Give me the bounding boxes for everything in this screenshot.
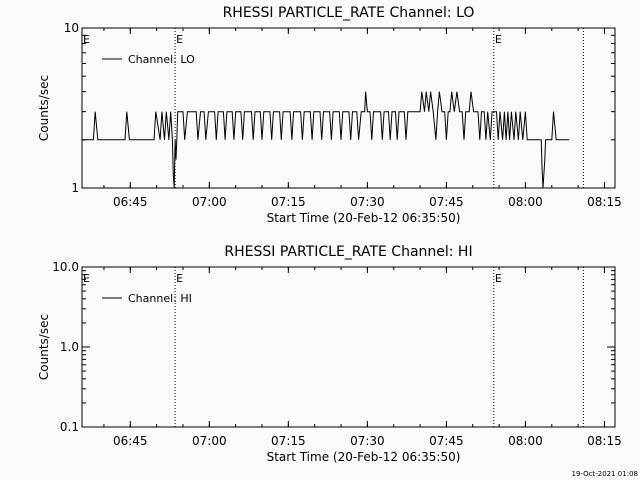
event-marker-label-hi-1: E xyxy=(495,272,502,285)
x-tick-label-hi-6: 08:15 xyxy=(587,434,622,448)
edge-marker-label-lo: E xyxy=(83,33,90,46)
y-axis-label-hi: Counts/sec xyxy=(37,314,51,380)
plot-frame-hi xyxy=(81,266,616,428)
series-line-lo xyxy=(82,91,570,189)
y-tick-label-lo-0: 1 xyxy=(71,181,79,195)
x-tick-label-lo-1: 07:00 xyxy=(192,195,227,209)
chart-title-lo: RHESSI PARTICLE_RATE Channel: LO xyxy=(223,5,475,21)
x-tick-label-lo-4: 07:45 xyxy=(429,195,464,209)
lo-channel-panel: RHESSI PARTICLE_RATE Channel: LO 06:45 07:… xyxy=(37,5,622,225)
y-tick-label-hi-0: 0.1 xyxy=(60,420,79,434)
plot-frame-lo xyxy=(81,27,616,189)
event-marker-label-hi-0: E xyxy=(176,272,183,285)
x-tick-label-hi-3: 07:30 xyxy=(350,434,385,448)
x-tick-label-lo-3: 07:30 xyxy=(350,195,385,209)
event-marker-label-lo-0: E xyxy=(176,33,183,46)
x-tick-label-hi-0: 06:45 xyxy=(113,434,148,448)
hi-channel-panel: RHESSI PARTICLE_RATE Channel: HI 06:45 07:… xyxy=(37,244,622,464)
x-tick-label-hi-1: 07:00 xyxy=(192,434,227,448)
x-tick-label-lo-5: 08:00 xyxy=(508,195,543,209)
y-tick-label-hi-1: 1.0 xyxy=(60,340,79,354)
y-tick-label-hi-2: 10.0 xyxy=(52,260,79,274)
legend-label-lo: Channel: LO xyxy=(128,53,195,66)
x-tick-label-hi-2: 07:15 xyxy=(271,434,306,448)
y-tick-label-lo-1: 10 xyxy=(64,21,79,35)
x-tick-label-hi-4: 07:45 xyxy=(429,434,464,448)
legend-label-hi: Channel: HI xyxy=(128,292,192,305)
x-axis-label-hi: Start Time (20-Feb-12 06:35:50) xyxy=(267,450,461,464)
x-tick-label-lo-6: 08:15 xyxy=(587,195,622,209)
x-tick-label-lo-2: 07:15 xyxy=(271,195,306,209)
event-marker-label-lo-1: E xyxy=(495,33,502,46)
x-tick-label-lo-0: 06:45 xyxy=(113,195,148,209)
x-tick-label-hi-5: 08:00 xyxy=(508,434,543,448)
edge-marker-label-hi: E xyxy=(83,272,90,285)
footer-timestamp: 19-Oct-2021 01:08 xyxy=(572,470,638,478)
chart-title-hi: RHESSI PARTICLE_RATE Channel: HI xyxy=(224,244,472,260)
x-axis-label-lo: Start Time (20-Feb-12 06:35:50) xyxy=(267,211,461,225)
y-axis-label-lo: Counts/sec xyxy=(37,75,51,141)
